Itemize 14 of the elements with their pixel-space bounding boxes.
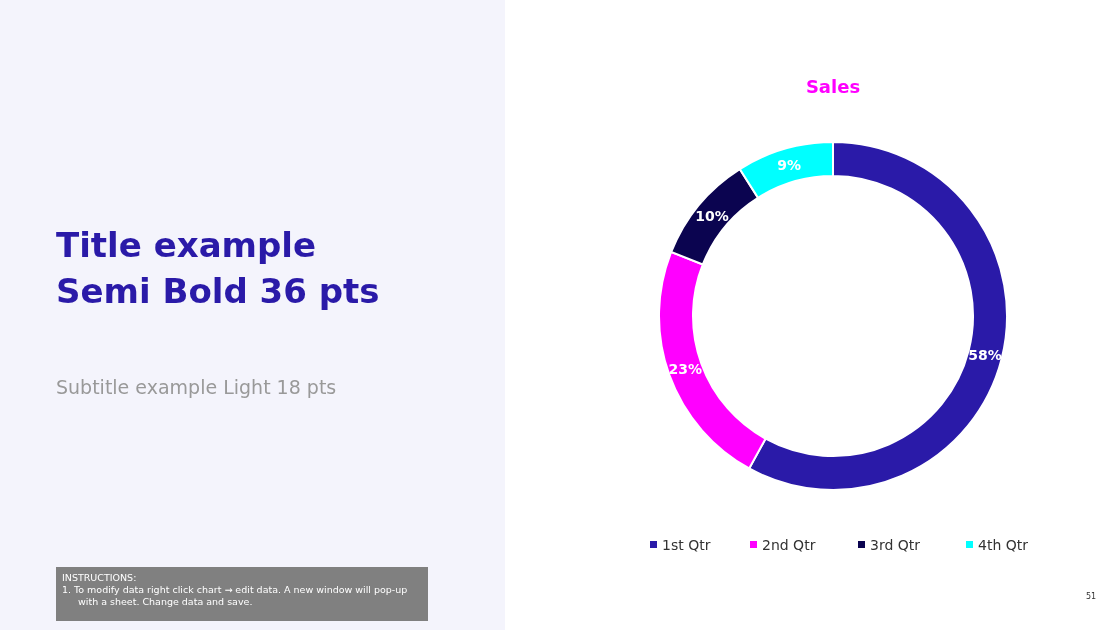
data-label: 23% bbox=[668, 361, 703, 378]
text: Title example Semi Bold 36 pts bbox=[56, 224, 381, 313]
data-label: 9% bbox=[777, 157, 802, 174]
chart-title: Sales bbox=[805, 76, 861, 97]
legend-label: 1st Qtr bbox=[662, 536, 711, 553]
data-label: 10% bbox=[695, 207, 729, 224]
legend-label: 3rd Qtr bbox=[870, 536, 921, 553]
text: 51 bbox=[1086, 592, 1097, 601]
data-label: 58% bbox=[968, 346, 1002, 363]
legend-label: 2nd Qtr bbox=[762, 536, 816, 553]
text: Subtitle example Light 18 pts bbox=[56, 376, 337, 398]
legend-label: 4th Qtr bbox=[978, 536, 1029, 553]
text: INSTRUCTIONS: bbox=[62, 572, 138, 584]
text: 1. To modify data right click chart → edit data. A new window will pop-up with a sheet. Change data and save. bbox=[62, 584, 409, 608]
